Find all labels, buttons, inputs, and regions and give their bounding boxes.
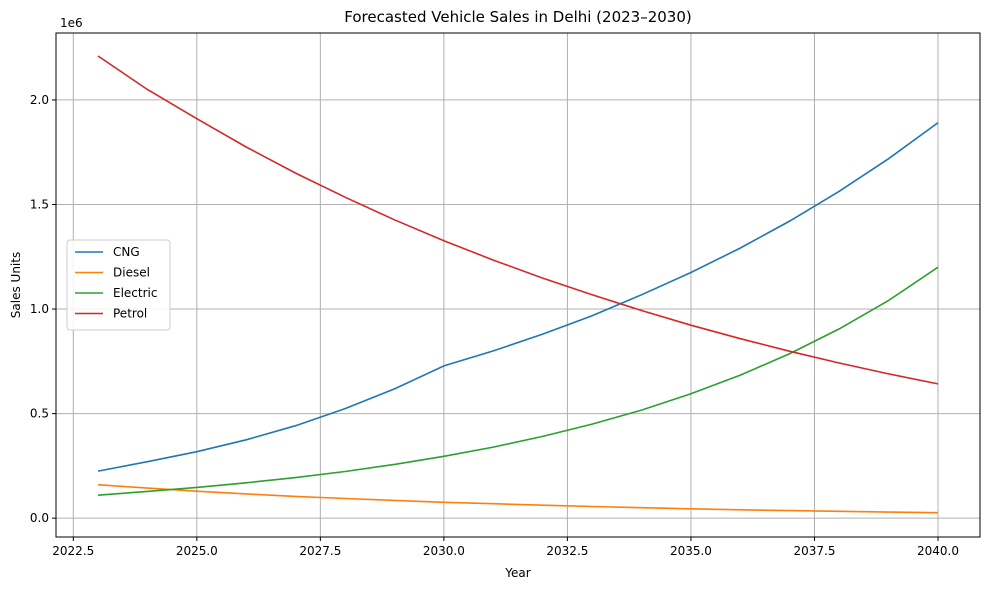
legend-entry: Diesel — [113, 266, 150, 280]
legend: CNG Diesel Electric Petrol — [66, 239, 171, 331]
x-tick-label: 2022.5 — [52, 544, 94, 558]
x-axis-ticks: 2022.5 2025.0 2027.5 2030.0 2032.5 2035.0 2037… — [52, 537, 959, 558]
x-tick-label: 2035.0 — [670, 544, 712, 558]
y-axis-ticks: 0.0 0.5 1.0 1.5 2.0 — [30, 93, 56, 525]
series-line-electric — [97, 266, 939, 496]
series-line-cng — [97, 122, 939, 472]
x-tick-label: 2040.0 — [917, 544, 959, 558]
chart-title: Forecasted Vehicle Sales in Delhi (2023–… — [344, 8, 691, 26]
legend-entry: Petrol — [113, 307, 147, 321]
x-tick-label: 2025.0 — [176, 544, 218, 558]
y-axis-multiplier: 1e6 — [60, 16, 83, 30]
y-axis-label: Sales Units — [9, 252, 23, 318]
y-tick-label: 1.0 — [30, 302, 49, 316]
x-tick-label: 2030.0 — [423, 544, 465, 558]
x-tick-label: 2032.5 — [546, 544, 588, 558]
x-axis-label: Year — [504, 566, 530, 580]
legend-entry: CNG — [113, 245, 140, 259]
x-tick-label: 2037.5 — [793, 544, 835, 558]
x-tick-label: 2027.5 — [299, 544, 341, 558]
series-line-diesel — [97, 483, 939, 514]
y-tick-label: 1.5 — [30, 197, 49, 211]
y-tick-label: 2.0 — [30, 93, 49, 107]
y-tick-label: 0.0 — [30, 511, 49, 525]
grid — [56, 33, 980, 537]
series-lines — [97, 55, 939, 514]
plot-frame — [55, 32, 981, 538]
y-tick-label: 0.5 — [30, 407, 49, 421]
legend-entry: Electric — [113, 286, 157, 300]
legend-box — [66, 239, 171, 331]
series-line-petrol — [97, 55, 939, 385]
